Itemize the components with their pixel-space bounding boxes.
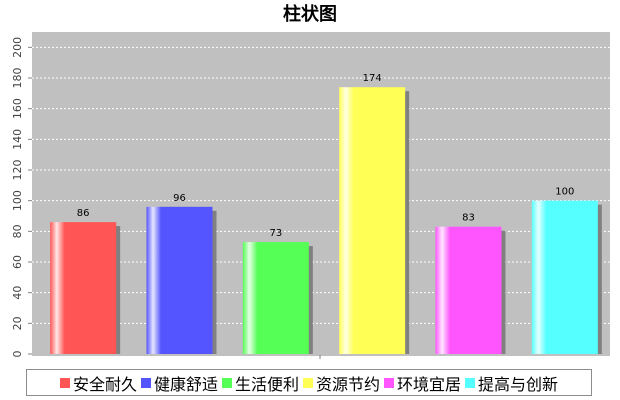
data-labels: 86 96 73 174 83 100 bbox=[77, 73, 575, 239]
legend-label: 环境宜居 bbox=[397, 374, 462, 394]
bar-value-label: 83 bbox=[462, 213, 475, 224]
bar-2 bbox=[146, 206, 213, 354]
bar-4 bbox=[339, 87, 406, 354]
y-tick-label: 180 bbox=[11, 68, 24, 89]
legend-item: 健康舒适 bbox=[140, 371, 218, 395]
legend-label: 健康舒适 bbox=[153, 374, 218, 394]
bar-5 bbox=[435, 226, 502, 354]
bar-value-label: 86 bbox=[77, 208, 90, 219]
bars bbox=[50, 87, 602, 354]
plot-area bbox=[32, 32, 610, 354]
y-axis: 0 20 40 60 80 100 120 140 160 180 200 bbox=[11, 37, 32, 358]
y-tick-label: 160 bbox=[11, 98, 24, 119]
legend-swatch bbox=[221, 377, 232, 388]
gridlines bbox=[32, 46, 610, 324]
bar-value-label: 73 bbox=[269, 228, 282, 239]
legend-label: 安全耐久 bbox=[72, 374, 137, 394]
legend-label: 资源节约 bbox=[316, 374, 381, 394]
legend-item: 环境宜居 bbox=[384, 371, 461, 395]
y-tick-label: 120 bbox=[11, 160, 24, 181]
legend-item: 生活便利 bbox=[221, 371, 299, 395]
legend: 安全耐久 健康舒适 生活便利 资源节约 环境宜居 提高与创新 bbox=[26, 369, 592, 396]
y-tick-label: 20 bbox=[11, 316, 24, 330]
bar-value-label: 174 bbox=[363, 73, 382, 84]
legend-swatch bbox=[59, 377, 70, 388]
y-tick-label: 40 bbox=[11, 286, 24, 300]
legend-swatch bbox=[303, 377, 313, 388]
legend-label: 生活便利 bbox=[234, 374, 299, 394]
legend-swatch bbox=[384, 377, 395, 388]
y-tick-label: 80 bbox=[11, 224, 24, 238]
legend-swatch bbox=[140, 377, 151, 388]
y-tick-label: 200 bbox=[11, 37, 24, 58]
y-tick-label: 60 bbox=[11, 255, 24, 269]
bar-3 bbox=[242, 242, 309, 354]
bar-1 bbox=[50, 222, 117, 354]
legend-swatch bbox=[465, 377, 476, 388]
bar-value-label: 96 bbox=[173, 193, 186, 204]
legend-item: 资源节约 bbox=[303, 371, 380, 395]
bar-value-label: 100 bbox=[555, 187, 574, 198]
y-tick-label: 100 bbox=[11, 190, 24, 211]
legend-item: 安全耐久 bbox=[59, 371, 137, 395]
chart-title: 柱状图 bbox=[283, 3, 337, 25]
legend-label: 提高与创新 bbox=[478, 374, 559, 394]
legend-item: 提高与创新 bbox=[465, 371, 558, 395]
y-tick-label: 0 bbox=[11, 351, 24, 358]
y-tick-label: 140 bbox=[11, 129, 24, 150]
bar-6 bbox=[531, 200, 598, 354]
